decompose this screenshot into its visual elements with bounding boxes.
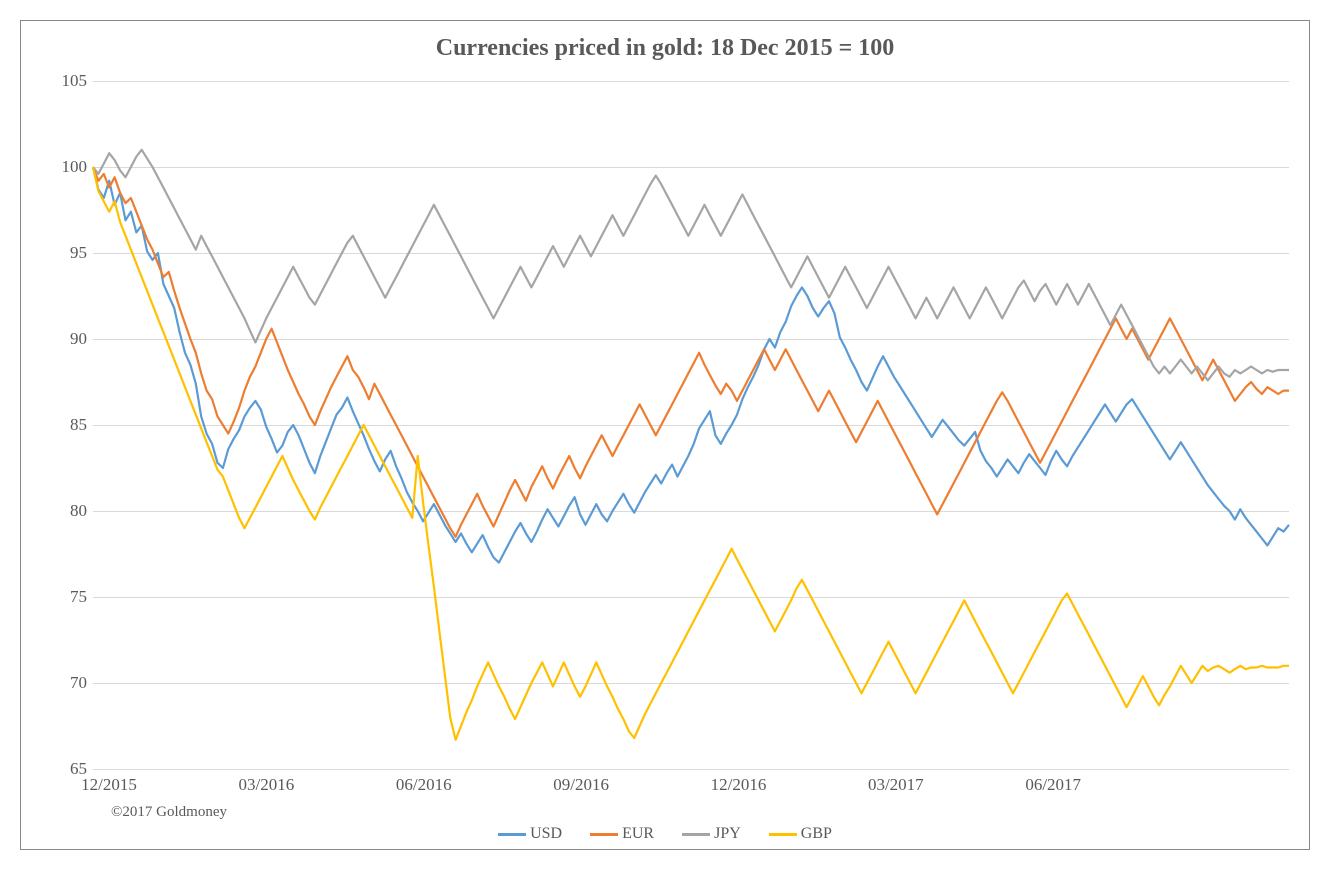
series-jpy — [93, 150, 1289, 380]
y-tick-label: 65 — [27, 759, 87, 779]
y-tick-label: 75 — [27, 587, 87, 607]
plot-area — [93, 81, 1289, 769]
x-tick-label: 09/2016 — [553, 775, 609, 795]
x-tick-label: 06/2017 — [1025, 775, 1081, 795]
copyright-text: ©2017 Goldmoney — [111, 804, 227, 821]
y-tick-label: 105 — [27, 71, 87, 91]
y-tick-label: 100 — [27, 157, 87, 177]
line-series — [93, 81, 1289, 769]
legend-label: USD — [530, 825, 562, 842]
series-gbp — [93, 167, 1289, 740]
y-tick-label: 70 — [27, 673, 87, 693]
chart-container: Currencies priced in gold: 18 Dec 2015 =… — [20, 20, 1310, 850]
legend-label: EUR — [622, 825, 654, 842]
y-tick-label: 95 — [27, 243, 87, 263]
x-tick-label: 12/2016 — [711, 775, 767, 795]
series-eur — [93, 167, 1289, 537]
legend-swatch — [590, 833, 618, 836]
chart-title: Currencies priced in gold: 18 Dec 2015 =… — [21, 21, 1309, 68]
x-tick-label: 06/2016 — [396, 775, 452, 795]
y-tick-label: 90 — [27, 329, 87, 349]
legend-item-eur: EUR — [590, 825, 654, 843]
legend-swatch — [769, 833, 797, 836]
x-tick-label: 03/2016 — [238, 775, 294, 795]
series-usd — [93, 167, 1289, 563]
x-tick-label: 03/2017 — [868, 775, 924, 795]
legend-item-gbp: GBP — [769, 825, 832, 843]
legend-label: JPY — [714, 825, 741, 842]
legend-item-jpy: JPY — [682, 825, 741, 843]
legend-swatch — [682, 833, 710, 836]
x-tick-label: 12/2015 — [81, 775, 137, 795]
legend-swatch — [498, 833, 526, 836]
legend-item-usd: USD — [498, 825, 562, 843]
legend: USD EUR JPY GBP — [21, 825, 1309, 843]
y-tick-label: 80 — [27, 501, 87, 521]
legend-label: GBP — [801, 825, 832, 842]
y-tick-label: 85 — [27, 415, 87, 435]
